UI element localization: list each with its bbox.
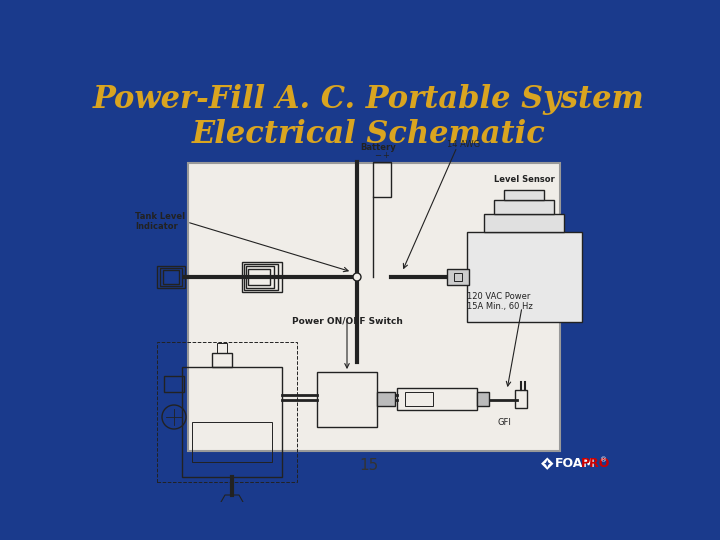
Bar bbox=[484, 214, 564, 232]
Bar bbox=[163, 270, 179, 284]
Text: Power-Fill A. C. Portable System: Power-Fill A. C. Portable System bbox=[93, 84, 645, 115]
Bar bbox=[164, 376, 184, 392]
Circle shape bbox=[353, 273, 361, 281]
Polygon shape bbox=[544, 462, 550, 465]
Bar bbox=[160, 268, 182, 286]
Text: −: − bbox=[374, 151, 382, 160]
Text: GFI: GFI bbox=[497, 418, 511, 427]
Bar bbox=[447, 269, 469, 285]
Bar bbox=[157, 342, 297, 482]
Bar bbox=[157, 266, 185, 288]
Text: Battery: Battery bbox=[360, 143, 396, 152]
Bar bbox=[242, 262, 282, 292]
Text: Tank Level
Indicator: Tank Level Indicator bbox=[135, 212, 185, 232]
Bar bbox=[244, 264, 278, 290]
Bar bbox=[192, 422, 272, 462]
Bar bbox=[467, 232, 582, 322]
Bar bbox=[454, 273, 462, 281]
Text: 14 AWG: 14 AWG bbox=[447, 140, 480, 149]
Bar bbox=[248, 269, 270, 285]
Text: ®: ® bbox=[600, 457, 607, 463]
Polygon shape bbox=[541, 457, 554, 470]
Bar bbox=[373, 162, 391, 197]
Polygon shape bbox=[546, 460, 549, 468]
Text: +: + bbox=[382, 151, 390, 160]
Bar bbox=[494, 200, 554, 214]
Bar bbox=[217, 343, 227, 353]
Bar bbox=[189, 164, 560, 451]
Bar bbox=[317, 372, 377, 427]
Bar bbox=[377, 392, 395, 406]
Text: Electrical Schematic: Electrical Schematic bbox=[192, 119, 546, 150]
Bar bbox=[504, 190, 544, 200]
Bar bbox=[515, 390, 527, 408]
Text: 120 VAC Power
15A Min., 60 Hz: 120 VAC Power 15A Min., 60 Hz bbox=[467, 292, 533, 312]
Text: 15: 15 bbox=[359, 458, 379, 472]
Text: FOAM: FOAM bbox=[555, 457, 595, 470]
Text: Level Sensor: Level Sensor bbox=[494, 175, 554, 184]
Bar bbox=[246, 266, 274, 288]
Bar bbox=[477, 392, 489, 406]
Bar bbox=[212, 353, 232, 367]
Bar bbox=[405, 392, 433, 406]
Text: PRO: PRO bbox=[581, 457, 611, 470]
Text: Power ON/OFF Switch: Power ON/OFF Switch bbox=[292, 317, 402, 326]
Bar bbox=[397, 388, 477, 410]
Bar bbox=[182, 367, 282, 477]
